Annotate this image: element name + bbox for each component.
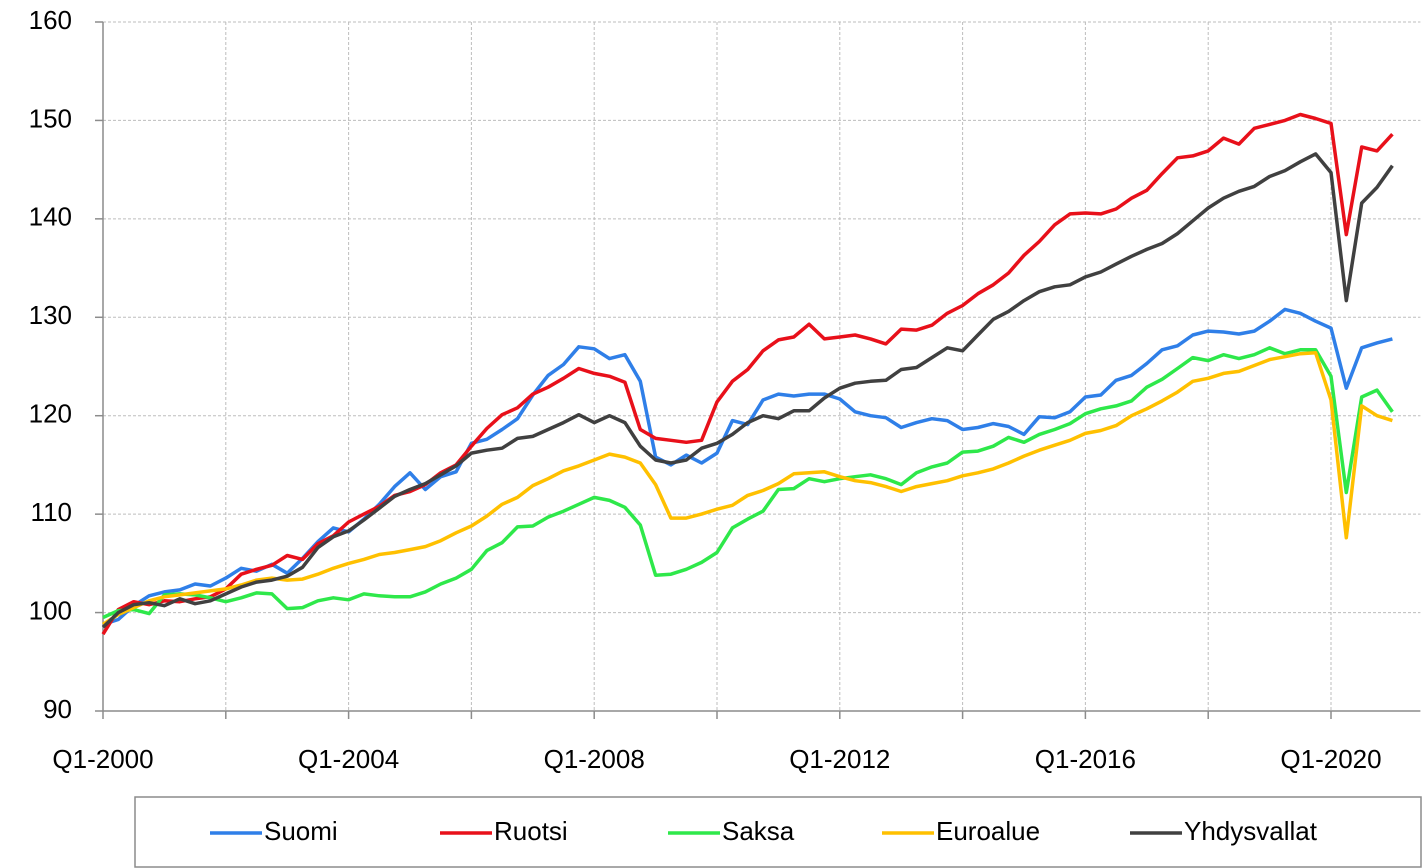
y-tick-label: 90 [43, 694, 72, 724]
series-line [101, 152, 1394, 629]
series-line [102, 346, 1394, 620]
legend-label: Euroalue [936, 816, 1040, 846]
x-tick-label: Q1-2000 [52, 744, 153, 774]
legend-label: Saksa [722, 816, 795, 846]
x-tick-label: Q1-2020 [1280, 744, 1381, 774]
y-tick-label: 100 [29, 595, 72, 625]
x-tick-label: Q1-2004 [298, 744, 399, 774]
y-tick-label: 120 [29, 399, 72, 429]
y-tick-label: 160 [29, 5, 72, 35]
series-line [101, 112, 1394, 636]
y-tick-label: 130 [29, 300, 72, 330]
series-line [102, 307, 1393, 627]
legend-label: Suomi [264, 816, 338, 846]
y-tick-label: 140 [29, 202, 72, 232]
legend-label: Ruotsi [494, 816, 568, 846]
y-tick-label: 110 [31, 497, 72, 527]
legend-label: Yhdysvallat [1184, 816, 1318, 846]
legend-box [134, 796, 1422, 868]
series-line [102, 350, 1393, 626]
y-tick-label: 150 [29, 103, 72, 133]
x-tick-label: Q1-2016 [1035, 744, 1136, 774]
x-tick-label: Q1-2008 [544, 744, 645, 774]
x-tick-label: Q1-2012 [789, 744, 890, 774]
